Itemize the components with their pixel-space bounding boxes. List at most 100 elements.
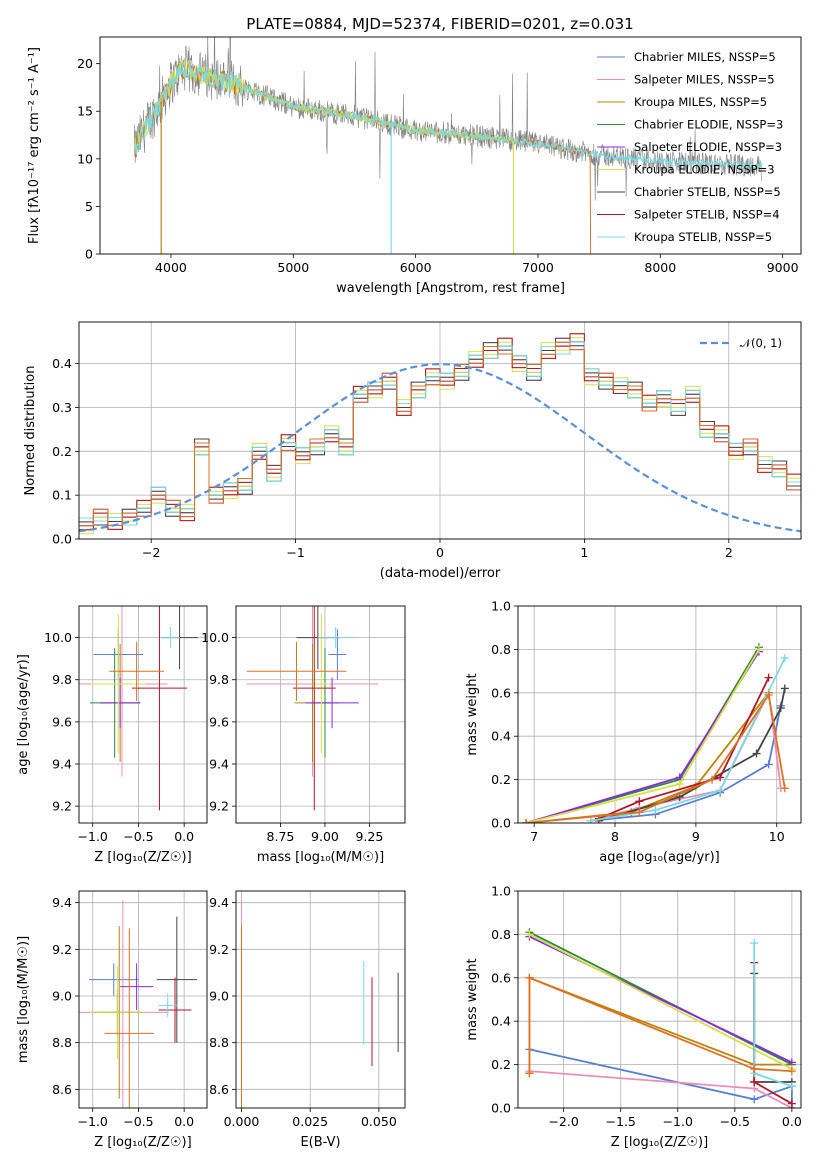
series-chabrier-elodie — [525, 646, 760, 823]
series-salpeter-miles — [529, 1070, 793, 1108]
error-point-orange — [104, 928, 154, 1108]
x-tick-label: −2 — [142, 545, 160, 560]
error-point-kroupa-elodie — [90, 614, 146, 754]
data-point — [787, 1099, 796, 1108]
x-tick-label: −2.0 — [548, 1114, 578, 1129]
y-tick-label: 8.8 — [209, 1035, 229, 1050]
y-tick-label: 9.0 — [209, 989, 229, 1004]
data-point — [525, 930, 534, 939]
x-tick-label: 0.050 — [361, 1114, 397, 1129]
y-tick-label: 0.2 — [491, 1057, 511, 1072]
spectrum-legend: Chabrier MILES, NSSP=5 Salpeter MILES, NS… — [597, 50, 783, 244]
histogram-chabrier-miles — [79, 341, 801, 527]
axes-frame — [235, 890, 406, 1109]
ticks-mass_vs_EBV: 0.000 0.025 0.050 8.6 8.8 9.0 9.2 9.4 — [209, 895, 397, 1129]
grid-age_vs_Z — [79, 606, 207, 823]
axes-frame — [78, 890, 208, 1109]
data-point — [764, 673, 773, 682]
y-tick-label: 10.0 — [201, 630, 229, 645]
y-tick-label: 10.0 — [44, 630, 72, 645]
y-tick-label: 1.0 — [491, 599, 511, 614]
y-tick-label: 9.4 — [52, 895, 72, 910]
series-kroupa-miles — [526, 692, 770, 823]
ticks-age_vs_mass: 8.75 9.00 9.25 9.2 9.4 9.6 9.8 10.0 — [201, 630, 383, 844]
error-point-orange — [109, 641, 165, 701]
x-axis-label: Z [log₁₀(Z/Z☉)] — [94, 850, 191, 865]
y-tick-label: 9.4 — [209, 757, 229, 772]
x-tick-label: 2 — [725, 545, 733, 560]
x-tick-label: 7000 — [522, 260, 554, 275]
y-axis-label: Normed distribution — [23, 366, 38, 496]
data-point — [764, 690, 773, 699]
y-tick-label: 9.8 — [52, 672, 72, 687]
y-tick-label: 15 — [77, 104, 93, 119]
y-tick-label: 20 — [77, 56, 93, 71]
y-tick-label: 1.0 — [491, 884, 511, 899]
x-tick-label: 4000 — [155, 260, 187, 275]
data-point — [525, 973, 534, 982]
y-tick-label: 0.2 — [52, 444, 72, 459]
x-axis-label: E(B-V) — [300, 1135, 340, 1150]
y-axis-label: Flux [fλ10⁻¹⁷ erg cm⁻² s⁻¹ A⁻¹] — [27, 47, 42, 244]
x-tick-label: 0.0 — [174, 1114, 194, 1129]
series-salpeter-stelib — [598, 677, 770, 820]
error-bars — [246, 606, 379, 811]
plot-area-age_vs_Z — [79, 606, 207, 823]
error-point-salpeter-elodie — [100, 677, 141, 729]
data-point — [752, 749, 761, 758]
data-point — [716, 773, 725, 782]
y-tick-label: 0.8 — [491, 927, 511, 942]
y-tick-label: 8.8 — [52, 1035, 72, 1050]
legend-entry: Kroupa ELODIE, NSSP=3 — [634, 163, 775, 177]
panel-massweight_vs_Z: −2.0 −1.5 −1.0 −0.5 0.0 0.0 0.2 0.4 0.6 0.8 1.0 Z [… — [465, 884, 802, 1151]
plot-area-massweight_vs_age — [518, 606, 801, 823]
panel-mass_vs_EBV: 0.000 0.025 0.050 8.6 8.8 9.0 9.2 9.4 E(B-V) — [209, 890, 406, 1150]
data-point — [675, 779, 684, 788]
data-point — [787, 1082, 796, 1091]
y-tick-label: 0.2 — [491, 772, 511, 787]
x-tick-label: 9 — [692, 829, 700, 844]
legend-entry: Chabrier STELIB, NSSP=5 — [634, 185, 781, 199]
y-tick-label: 0.6 — [491, 970, 511, 985]
model-spectrum-kroupa-stelib — [133, 60, 763, 170]
ticks-massweight_vs_age: 7 8 9 10 0.0 0.2 0.4 0.6 0.8 1.0 — [491, 599, 785, 845]
grid-mass_vs_Z — [79, 891, 207, 1108]
data-point — [522, 819, 531, 823]
legend-entry: Chabrier MILES, NSSP=5 — [634, 50, 776, 64]
ticks-residuals: −2 −1 0 1 2 0.0 0.1 0.2 0.3 0.4 — [52, 356, 733, 560]
x-tick-label: 0 — [436, 545, 444, 560]
axes-frame — [78, 321, 802, 540]
x-tick-label: −1.0 — [78, 1114, 108, 1129]
series-chabrier-elodie — [528, 931, 793, 1066]
error-point-salpeter-elodie — [120, 963, 154, 1010]
y-tick-label: 9.6 — [209, 714, 229, 729]
data-point — [525, 1069, 534, 1078]
data-point — [750, 1095, 759, 1104]
y-tick-label: 9.2 — [52, 942, 72, 957]
panel-age_vs_Z: −1.0 −0.5 0.0 9.2 9.4 9.6 9.8 10.0 Z [log₁₀(Z/Z☉… — [16, 605, 208, 865]
legend-entry: Kroupa MILES, NSSP=5 — [634, 95, 767, 109]
y-tick-label: 8.6 — [52, 1082, 72, 1097]
data-point — [586, 816, 595, 823]
mass-weight-lines — [525, 928, 796, 1108]
panel-age_vs_mass: 8.75 9.00 9.25 9.2 9.4 9.6 9.8 10.0 mass [log₁₀(… — [201, 605, 406, 865]
error-bars — [79, 900, 197, 1108]
error-point-kroupa-stelib — [158, 993, 177, 1017]
axes-frame — [99, 36, 802, 255]
x-tick-label: 0.000 — [224, 1114, 260, 1129]
series-kroupa-stelib — [590, 657, 786, 822]
y-axis-label: mass weight — [465, 673, 480, 755]
model-spectrum-orange — [133, 59, 592, 254]
x-tick-label: 8 — [611, 829, 619, 844]
x-axis-label: mass [log₁₀(M/M☉)] — [257, 850, 384, 865]
error-point-chabrier-miles — [89, 963, 139, 996]
x-tick-label: 8.75 — [267, 829, 295, 844]
histogram-kroupa-elodie — [79, 337, 801, 535]
data-point — [776, 703, 785, 712]
y-tick-label: 5 — [85, 199, 93, 214]
x-tick-label: 10 — [769, 829, 785, 844]
x-tick-label: 6000 — [400, 260, 432, 275]
mass-weight-lines — [522, 643, 789, 823]
grid-residuals — [79, 322, 801, 539]
y-tick-label: 0.3 — [52, 400, 72, 415]
